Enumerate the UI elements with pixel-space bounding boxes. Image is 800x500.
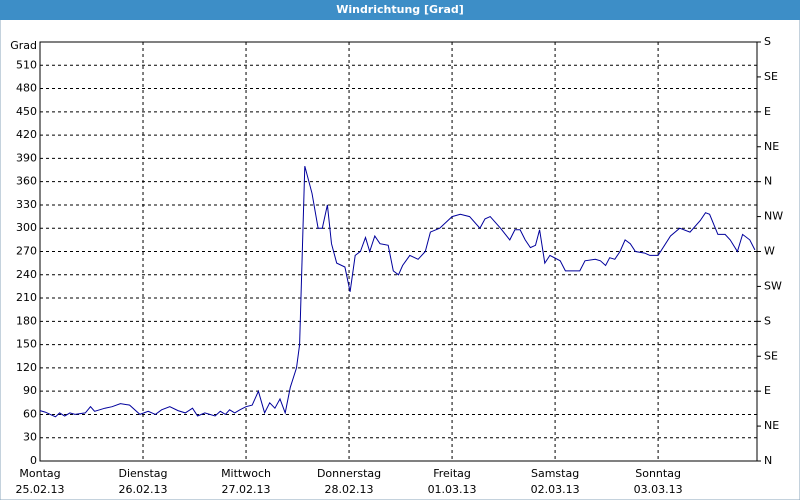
- y-tick-label: 0: [30, 454, 37, 467]
- y2-tick-label: W: [764, 245, 775, 258]
- title-bar: [0, 0, 800, 20]
- x-tick-label: Samstag: [531, 467, 579, 480]
- y-tick-label: 300: [16, 221, 37, 234]
- y-tick-label: 510: [16, 58, 37, 71]
- x-tick-date: 27.02.13: [222, 483, 271, 496]
- x-tick-label: Dienstag: [118, 467, 167, 480]
- y-tick-label: 240: [16, 268, 37, 281]
- y-tick-label: 330: [16, 198, 37, 211]
- y2-tick-label: NE: [764, 419, 779, 432]
- y-tick-label: 150: [16, 338, 37, 351]
- x-tick-label: Sonntag: [635, 467, 681, 480]
- data-line: [39, 165, 756, 418]
- y-tick-label: 360: [16, 175, 37, 188]
- y2-tick-label: N: [764, 454, 772, 467]
- x-tick-date: 02.03.13: [531, 483, 580, 496]
- y2-tick-label: NE: [764, 140, 779, 153]
- y2-tick-label: SW: [764, 279, 782, 292]
- x-tick-label: Mittwoch: [221, 467, 271, 480]
- y2-tick-label: N: [764, 175, 772, 188]
- x-tick-date: 01.03.13: [428, 483, 477, 496]
- y2-tick-label: SE: [764, 70, 778, 83]
- y2-tick-label: E: [764, 105, 771, 118]
- y-axis-label: Grad: [10, 39, 37, 52]
- x-tick-date: 25.02.13: [16, 483, 65, 496]
- x-tick-label: Montag: [19, 467, 60, 480]
- y-tick-label: 390: [16, 151, 37, 164]
- y-tick-label: 480: [16, 82, 37, 95]
- y-tick-label: 420: [16, 128, 37, 141]
- x-tick-date: 03.03.13: [634, 483, 683, 496]
- y-tick-label: 270: [16, 245, 37, 258]
- y-tick-label: 120: [16, 361, 37, 374]
- y-tick-label: 90: [23, 384, 37, 397]
- y-tick-label: 180: [16, 314, 37, 327]
- y2-tick-label: NW: [764, 210, 783, 223]
- y-tick-label: 450: [16, 105, 37, 118]
- y-tick-label: 30: [23, 431, 37, 444]
- x-tick-date: 26.02.13: [119, 483, 168, 496]
- y-tick-label: 60: [23, 407, 37, 420]
- chart-title: Windrichtung [Grad]: [336, 3, 464, 16]
- x-tick-label: Freitag: [433, 467, 471, 480]
- y2-tick-label: S: [764, 314, 771, 327]
- y2-tick-label: E: [764, 384, 771, 397]
- y2-tick-label: SE: [764, 349, 778, 362]
- y-tick-label: 210: [16, 291, 37, 304]
- y2-tick-label: S: [764, 35, 771, 48]
- x-tick-label: Donnerstag: [317, 467, 381, 480]
- x-tick-date: 28.02.13: [325, 483, 374, 496]
